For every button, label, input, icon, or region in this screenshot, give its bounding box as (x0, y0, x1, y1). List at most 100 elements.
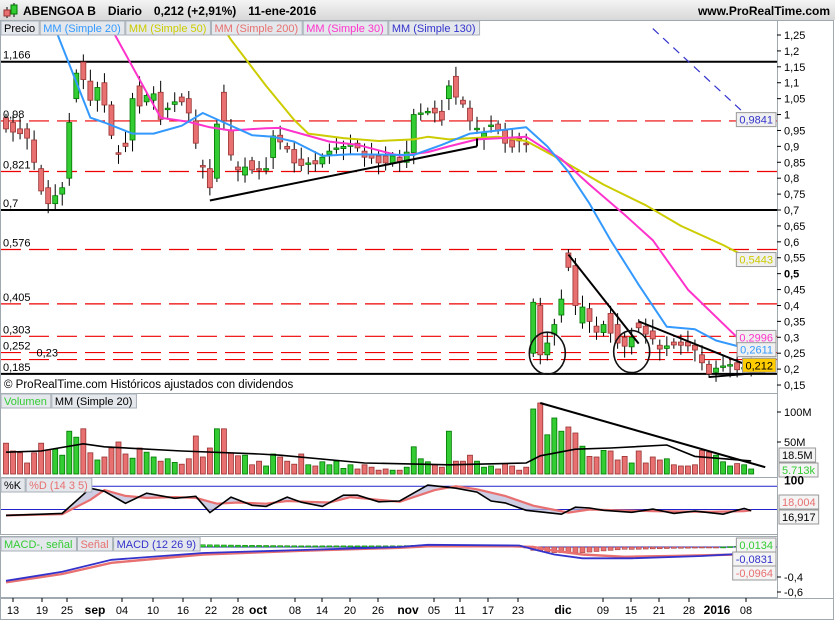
price-legend-label: MM (Simple 20) (43, 23, 121, 35)
candle-up (628, 336, 635, 348)
macd-tick-label: -0,6 (784, 587, 803, 599)
pattern-circle (528, 331, 567, 376)
title-bar (0, 0, 835, 20)
value-box-label: 0,5443 (739, 255, 773, 267)
candle-down (38, 168, 45, 192)
candle-up (403, 151, 410, 163)
candle-up (579, 306, 586, 324)
volume-tick-label: 50M (784, 437, 805, 449)
candle-down (537, 305, 544, 356)
candle-up (164, 107, 171, 111)
candle-up (663, 345, 670, 349)
brand-link[interactable]: www.ProRealTime.com (697, 4, 830, 18)
date-label: 05 (428, 605, 440, 617)
macd-signal-line (5, 545, 752, 584)
price-legend-label: MM (Simple 130) (392, 23, 476, 35)
date-label: 2016 (704, 603, 731, 617)
macd-histogram-bar (593, 546, 600, 552)
stochastic-legend-item (0, 477, 26, 493)
volume-bar (502, 463, 509, 475)
volume-bar (333, 460, 340, 475)
candle-down (572, 265, 579, 306)
level-label: 0,185 (3, 362, 31, 374)
date-label: 25 (61, 605, 73, 617)
volume-ma20-line (5, 442, 752, 466)
candle-logo-icon (3, 3, 18, 18)
date-label: 17 (482, 605, 494, 617)
macd-histogram-bar (249, 545, 255, 548)
candle-down (453, 75, 459, 98)
candle-down (375, 155, 382, 164)
date-label: 11-ene-2016 (248, 4, 316, 18)
price-tick-label: 0,5 (784, 269, 799, 281)
volume-bar (277, 456, 284, 475)
volume-bar (748, 468, 755, 475)
candle-down (185, 98, 192, 114)
date-label: 09 (597, 605, 609, 617)
volume-tick-label: 100M (784, 407, 812, 419)
volume-bar (706, 451, 712, 475)
candle-up (319, 156, 326, 165)
price-legend-item (302, 20, 389, 36)
value-box: -0,0831 (732, 551, 777, 567)
candle-down (509, 139, 516, 148)
candle-down (235, 166, 241, 171)
candle-up (530, 301, 537, 354)
candle-up (600, 324, 607, 333)
volume-bar (593, 456, 600, 475)
volume-bar (52, 448, 59, 475)
volume-bar (685, 465, 691, 475)
candle-up (727, 364, 733, 367)
candle-down (3, 117, 9, 130)
volume-bar (143, 451, 150, 475)
value-box-label: -0,0964 (736, 568, 773, 580)
volume-bar (38, 442, 45, 475)
macd-histogram-bar (340, 545, 347, 548)
ma30-line (110, 28, 752, 339)
price-plot (1, 28, 777, 382)
volume-bar (537, 402, 544, 475)
candle-down (284, 145, 291, 150)
value-box: 5.713k (778, 462, 819, 478)
candle-down (677, 341, 684, 346)
price-tick-label: 0,7 (784, 205, 799, 217)
date-label: 26 (372, 605, 384, 617)
candle-up (94, 87, 101, 101)
volume-bar (523, 466, 530, 475)
volume-legend-item (51, 393, 137, 409)
macd-legend-label: MACD (12 26 9) (117, 539, 196, 551)
candle-up (389, 155, 396, 164)
volume-bar (663, 458, 670, 475)
candle-down (621, 336, 628, 347)
macd-histogram-bar (650, 546, 656, 550)
value-box-label: 0,9841 (739, 115, 773, 127)
candle-down (221, 91, 227, 122)
price-tick-label: 0,95 (784, 125, 805, 137)
price-tick-label: 0,75 (784, 189, 805, 201)
volume-trendline (540, 402, 766, 469)
volume-bar (586, 455, 593, 475)
candle-up (242, 166, 248, 176)
candle-down (734, 362, 741, 371)
value-box-label: 18.5M (782, 450, 813, 462)
level-label: 0,7 (3, 198, 18, 210)
candle-down (593, 325, 600, 333)
candle-down (228, 130, 234, 156)
candle-down (199, 165, 206, 168)
date-label: 10 (147, 605, 159, 617)
volume-bar (410, 446, 417, 475)
price-tick-label: 0,3 (784, 332, 799, 344)
volume-bar (431, 464, 438, 475)
volume-bar (445, 430, 452, 475)
candle-up (340, 145, 347, 149)
volume-bar (59, 454, 66, 475)
value-box-frame (735, 252, 777, 268)
macd-histogram-bar (333, 545, 340, 548)
candle-down (17, 128, 23, 135)
price-tick-label: 1,15 (784, 62, 805, 74)
macd-histogram-bar (207, 544, 213, 548)
candle-down (649, 330, 656, 340)
macd-histogram-bar (685, 546, 691, 549)
value-box-label: -0,0831 (736, 554, 773, 566)
